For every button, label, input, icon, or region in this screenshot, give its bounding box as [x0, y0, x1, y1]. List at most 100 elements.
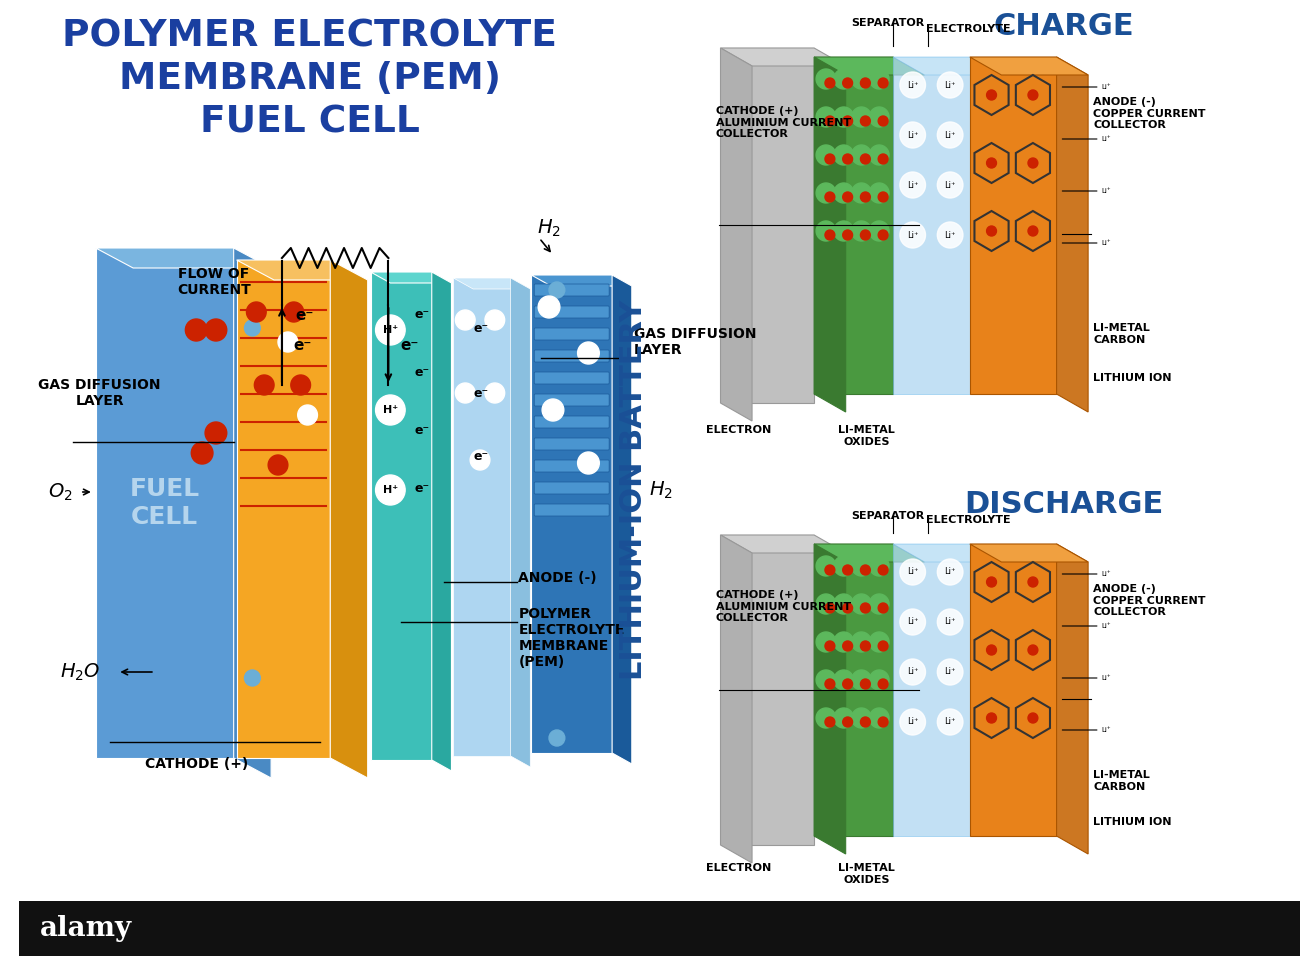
Circle shape: [900, 709, 926, 735]
Circle shape: [870, 670, 889, 690]
Polygon shape: [970, 57, 1088, 75]
Circle shape: [879, 641, 888, 651]
Polygon shape: [532, 275, 632, 286]
Circle shape: [205, 319, 226, 341]
Circle shape: [1098, 670, 1114, 686]
Circle shape: [900, 72, 926, 98]
Circle shape: [826, 565, 835, 575]
Text: LI-METAL
OXIDES: LI-METAL OXIDES: [838, 425, 894, 446]
Circle shape: [861, 116, 870, 126]
Text: e⁻: e⁻: [415, 308, 429, 320]
Circle shape: [852, 556, 871, 576]
Circle shape: [852, 221, 871, 241]
Text: e⁻: e⁻: [294, 338, 312, 353]
Circle shape: [376, 315, 406, 345]
Circle shape: [1098, 183, 1114, 199]
Circle shape: [900, 222, 926, 248]
Text: Li⁺: Li⁺: [1101, 188, 1110, 194]
Circle shape: [870, 107, 889, 127]
Polygon shape: [532, 275, 612, 753]
Text: Li⁺: Li⁺: [1101, 675, 1110, 681]
Circle shape: [833, 69, 854, 89]
Circle shape: [1098, 722, 1114, 738]
Circle shape: [852, 107, 871, 127]
Circle shape: [870, 221, 889, 241]
Polygon shape: [511, 278, 530, 767]
Polygon shape: [237, 260, 330, 758]
Text: GAS DIFFUSION
LAYER: GAS DIFFUSION LAYER: [39, 378, 161, 408]
Polygon shape: [893, 544, 1001, 562]
Circle shape: [861, 192, 870, 202]
Polygon shape: [370, 272, 432, 760]
Circle shape: [816, 69, 836, 89]
Text: CHARGE: CHARGE: [993, 12, 1134, 41]
Text: Li⁺: Li⁺: [907, 230, 918, 240]
FancyBboxPatch shape: [534, 306, 610, 318]
Circle shape: [549, 282, 564, 298]
Circle shape: [577, 452, 599, 474]
Circle shape: [870, 708, 889, 728]
Circle shape: [538, 296, 560, 318]
Circle shape: [833, 221, 854, 241]
Circle shape: [833, 145, 854, 165]
FancyBboxPatch shape: [534, 350, 610, 362]
Polygon shape: [454, 278, 511, 756]
Text: LITHIUM ION: LITHIUM ION: [1093, 817, 1171, 827]
Text: $O_2$: $O_2$: [48, 482, 73, 503]
Text: Li⁺: Li⁺: [944, 718, 956, 727]
Polygon shape: [720, 48, 814, 403]
Text: LITHIUM-ION BATTERY: LITHIUM-ION BATTERY: [619, 300, 649, 680]
Circle shape: [268, 455, 287, 475]
FancyBboxPatch shape: [534, 504, 610, 516]
Circle shape: [833, 556, 854, 576]
Text: Li⁺: Li⁺: [944, 568, 956, 576]
Text: Li⁺: Li⁺: [1101, 623, 1110, 629]
Text: Li⁺: Li⁺: [907, 618, 918, 626]
Text: Li⁺: Li⁺: [1101, 240, 1110, 246]
Text: SEPARATOR: SEPARATOR: [852, 18, 924, 28]
Circle shape: [376, 475, 406, 505]
Polygon shape: [814, 544, 846, 854]
FancyBboxPatch shape: [534, 416, 610, 428]
FancyBboxPatch shape: [534, 482, 610, 494]
Circle shape: [870, 556, 889, 576]
Bar: [18, 901, 1300, 956]
Circle shape: [1098, 235, 1114, 251]
Circle shape: [870, 183, 889, 203]
Circle shape: [1098, 618, 1114, 634]
Circle shape: [852, 670, 871, 690]
Text: ANODE (-)
COPPER CURRENT
COLLECTOR: ANODE (-) COPPER CURRENT COLLECTOR: [1093, 584, 1205, 618]
Text: Li⁺: Li⁺: [1101, 727, 1110, 733]
Circle shape: [283, 302, 304, 322]
Circle shape: [833, 594, 854, 614]
Circle shape: [205, 422, 226, 444]
Circle shape: [1028, 226, 1037, 236]
Text: ANODE (-)
COPPER CURRENT
COLLECTOR: ANODE (-) COPPER CURRENT COLLECTOR: [1093, 97, 1205, 130]
Text: e⁻: e⁻: [473, 321, 489, 335]
Circle shape: [879, 192, 888, 202]
Circle shape: [816, 221, 836, 241]
Text: LI-METAL
CARBON: LI-METAL CARBON: [1093, 770, 1149, 792]
FancyBboxPatch shape: [534, 284, 610, 296]
Circle shape: [826, 192, 835, 202]
Text: ELECTROLYTE: ELECTROLYTE: [926, 24, 1010, 34]
Circle shape: [852, 708, 871, 728]
Text: Li⁺: Li⁺: [944, 618, 956, 626]
Circle shape: [1098, 131, 1114, 147]
Circle shape: [879, 116, 888, 126]
Text: SEPARATOR: SEPARATOR: [852, 511, 924, 521]
Polygon shape: [893, 57, 970, 394]
Circle shape: [852, 632, 871, 652]
Text: Li⁺: Li⁺: [944, 131, 956, 140]
Polygon shape: [814, 57, 924, 75]
Text: ELECTROLYTE: ELECTROLYTE: [926, 515, 1010, 525]
Circle shape: [833, 107, 854, 127]
Polygon shape: [970, 57, 1057, 394]
Text: Li⁺: Li⁺: [907, 181, 918, 189]
Circle shape: [937, 659, 963, 685]
Polygon shape: [893, 544, 970, 836]
Text: alamy: alamy: [40, 916, 131, 943]
Polygon shape: [814, 544, 924, 562]
Circle shape: [937, 559, 963, 585]
Circle shape: [255, 375, 274, 395]
